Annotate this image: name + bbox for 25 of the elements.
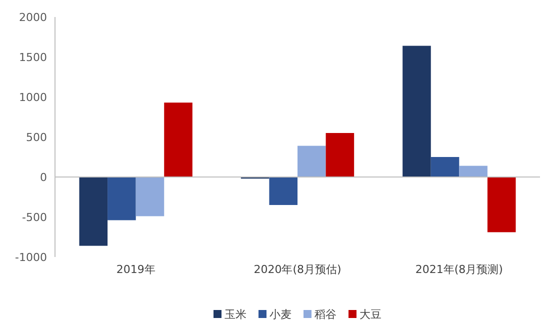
legend-label: 稻谷 [314, 308, 336, 321]
bar [430, 157, 460, 177]
y-tick-label: -500 [22, 211, 47, 224]
legend-label: 玉米 [224, 308, 246, 321]
bar [79, 177, 108, 246]
bar [459, 166, 488, 177]
y-tick-label: 2000 [19, 11, 47, 24]
legend-label: 小麦 [270, 308, 292, 321]
y-tick-label: 1000 [19, 91, 47, 104]
y-tick-label: 1500 [19, 51, 47, 64]
x-tick-label: 2021年(8月预测) [415, 263, 503, 276]
x-tick-label: 2020年(8月预估) [254, 263, 342, 276]
y-tick-label: 500 [26, 131, 47, 144]
bar [402, 46, 431, 177]
x-tick-label: 2019年 [116, 263, 156, 276]
legend-label: 大豆 [360, 308, 382, 321]
bar [164, 102, 192, 177]
bar [326, 133, 354, 177]
bar [298, 146, 326, 177]
bar [487, 177, 516, 232]
bar [108, 177, 136, 220]
y-tick-label: -1000 [15, 251, 47, 264]
y-tick-label: 0 [40, 171, 47, 184]
bar [269, 177, 298, 205]
bar [136, 177, 164, 216]
